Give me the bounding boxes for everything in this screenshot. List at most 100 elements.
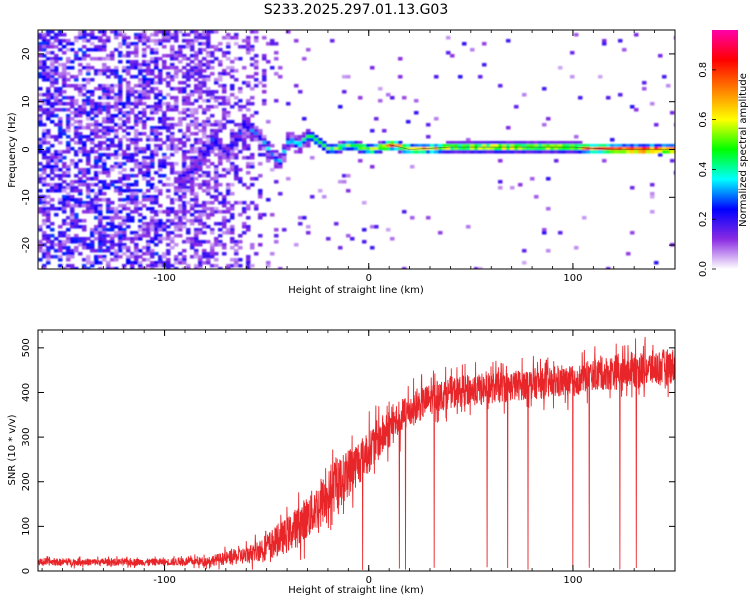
heatmap-cell	[74, 237, 79, 241]
heatmap-cell	[210, 45, 215, 49]
heatmap-cell	[66, 141, 71, 145]
heatmap-cell	[274, 72, 279, 76]
heatmap-cell	[202, 204, 207, 208]
heatmap-cell	[78, 147, 83, 151]
heatmap-cell	[254, 252, 259, 256]
heatmap-cell	[134, 123, 139, 127]
heatmap-cell	[214, 123, 219, 127]
heatmap-cell	[246, 135, 251, 139]
heatmap-cell	[490, 144, 495, 148]
heatmap-cell	[126, 213, 131, 217]
heatmap-cell	[178, 30, 183, 34]
heatmap-cell	[266, 156, 271, 160]
heatmap-cell	[202, 75, 207, 79]
heatmap-cell	[134, 237, 139, 241]
heatmap-cell	[274, 99, 279, 103]
heatmap-cell	[174, 66, 179, 70]
heatmap-cell	[42, 141, 47, 145]
heatmap-cell	[166, 219, 171, 223]
heatmap-cell	[282, 150, 287, 154]
heatmap-cell	[498, 84, 503, 88]
heatmap-cell	[106, 183, 111, 187]
heatmap-cell	[86, 66, 91, 70]
heatmap-cell	[110, 129, 115, 133]
heatmap-cell	[138, 81, 143, 85]
heatmap-cell	[142, 42, 147, 46]
heatmap-cell	[138, 84, 143, 88]
heatmap-cell	[66, 246, 71, 250]
heatmap-cell	[290, 141, 295, 145]
heatmap-cell	[150, 186, 155, 190]
heatmap-cell	[302, 144, 307, 148]
heatmap-cell	[78, 240, 83, 244]
heatmap-cell	[66, 252, 71, 256]
heatmap-cell	[146, 189, 151, 193]
heatmap-cell	[382, 147, 387, 151]
heatmap-cell	[510, 186, 515, 190]
heatmap-cell	[46, 249, 51, 253]
heatmap-cell	[42, 66, 47, 70]
heatmap-cell	[142, 78, 147, 82]
heatmap-cell	[298, 147, 303, 151]
heatmap-cell	[226, 156, 231, 160]
heatmap-cell	[46, 69, 51, 73]
heatmap-cell	[170, 78, 175, 82]
heatmap-cell	[222, 174, 227, 178]
heatmap-cell	[238, 240, 243, 244]
heatmap-cell	[94, 156, 99, 160]
heatmap-cell	[98, 213, 103, 217]
heatmap-cell	[178, 87, 183, 91]
heatmap-cell	[174, 258, 179, 262]
heatmap-cell	[498, 147, 503, 151]
heatmap-cell	[74, 234, 79, 238]
heatmap-cell	[290, 135, 295, 139]
heatmap-cell	[122, 114, 127, 118]
heatmap-cell	[546, 249, 551, 253]
heatmap-cell	[262, 135, 267, 139]
heatmap-cell	[130, 201, 135, 205]
heatmap-cell	[214, 171, 219, 175]
heatmap-cell	[46, 33, 51, 37]
heatmap-cell	[102, 240, 107, 244]
heatmap-cell	[258, 213, 263, 217]
heatmap-cell	[122, 135, 127, 139]
heatmap-cell	[46, 189, 51, 193]
heatmap-cell	[162, 120, 167, 124]
heatmap-cell	[522, 261, 527, 265]
heatmap-cell	[170, 135, 175, 139]
heatmap-cell	[134, 195, 139, 199]
heatmap-cell	[118, 177, 123, 181]
heatmap-cell	[74, 141, 79, 145]
heatmap-cell	[42, 129, 47, 133]
heatmap-cell	[110, 243, 115, 247]
heatmap-cell	[262, 141, 267, 145]
heatmap-cell	[178, 48, 183, 52]
heatmap-cell	[122, 228, 127, 232]
heatmap-cell	[50, 60, 55, 64]
heatmap-cell	[226, 72, 231, 76]
heatmap-cell	[138, 168, 143, 172]
heatmap-cell	[170, 108, 175, 112]
heatmap-cell	[158, 204, 163, 208]
heatmap-cell	[74, 57, 79, 61]
heatmap-cell	[234, 174, 239, 178]
heatmap-cell	[46, 156, 51, 160]
heatmap-cell	[310, 132, 315, 136]
heatmap-cell	[130, 141, 135, 145]
heatmap-cell	[134, 117, 139, 121]
heatmap-cell	[110, 228, 115, 232]
heatmap-cell	[410, 216, 415, 220]
heatmap-cell	[130, 87, 135, 91]
heatmap-cell	[210, 51, 215, 55]
heatmap-cell	[558, 66, 563, 70]
heatmap-cell	[150, 81, 155, 85]
heatmap-cell	[198, 216, 203, 220]
heatmap-cell	[46, 255, 51, 259]
heatmap-cell	[114, 114, 119, 118]
heatmap-cell	[134, 189, 139, 193]
heatmap-cell	[162, 162, 167, 166]
heatmap-cell	[186, 240, 191, 244]
heatmap-cell	[354, 141, 359, 145]
heatmap-cell	[98, 144, 103, 148]
heatmap-cell	[90, 57, 95, 61]
